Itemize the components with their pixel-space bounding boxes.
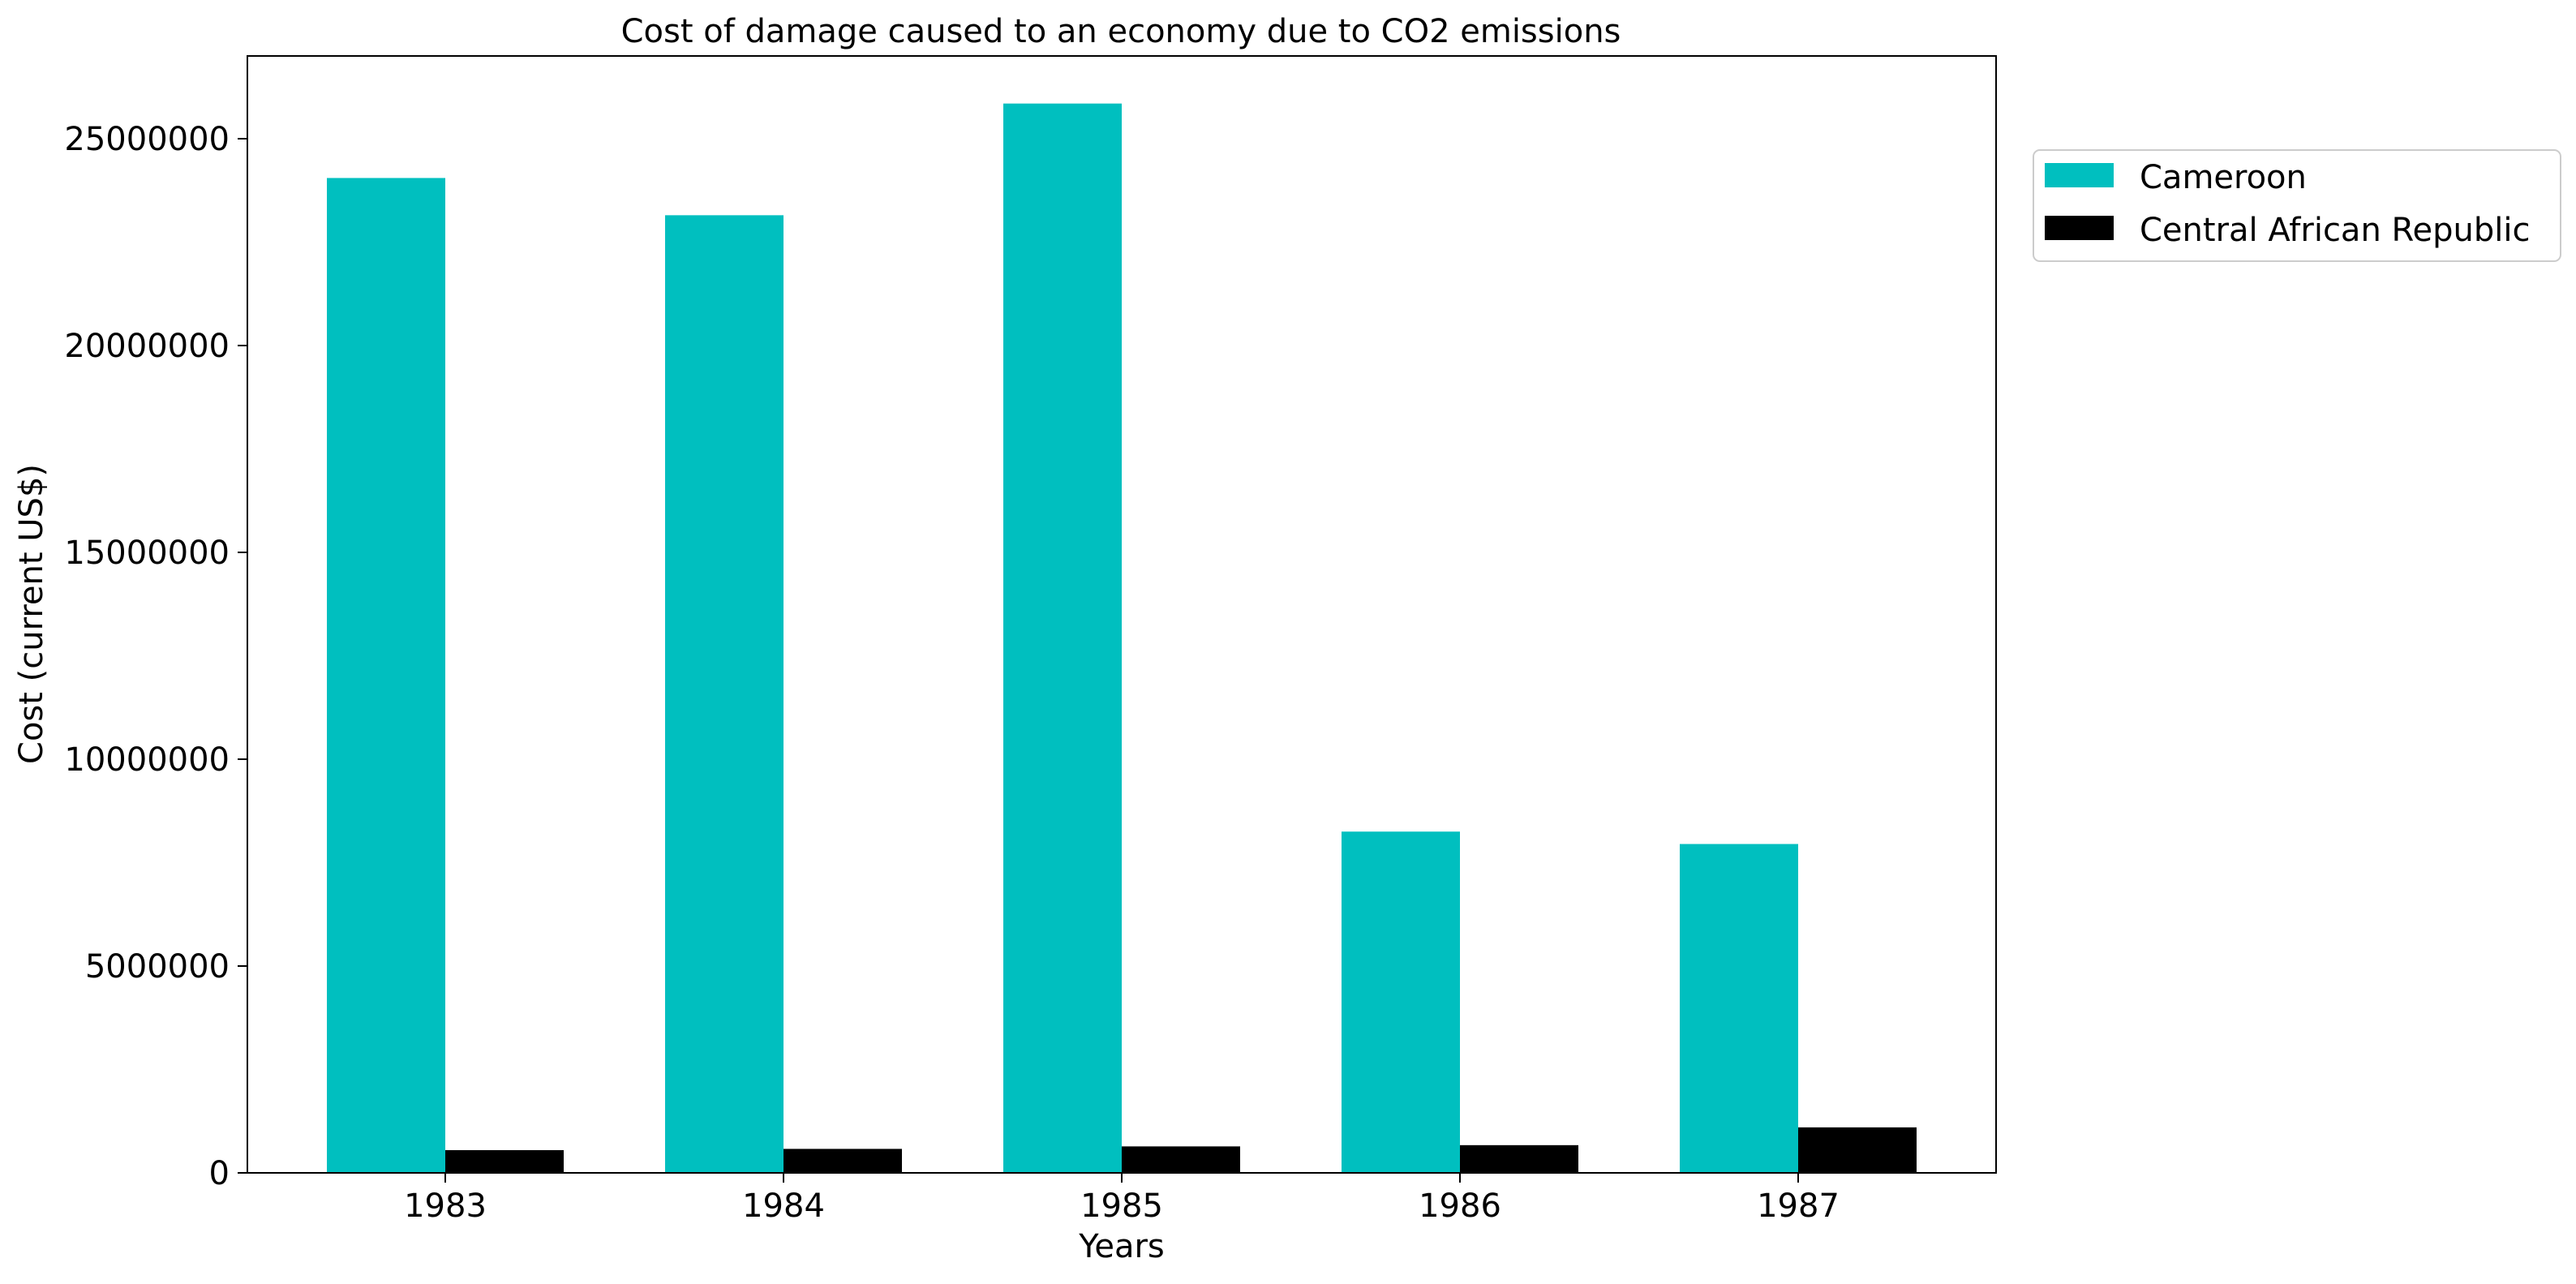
bar-central-african-republic-1985 xyxy=(1122,1146,1240,1173)
legend-swatch-central-african-republic xyxy=(2045,216,2114,240)
legend: Cameroon Central African Republic xyxy=(2033,149,2561,262)
bar-cameroon-1986 xyxy=(1342,831,1460,1173)
x-tick-label: 1986 xyxy=(1419,1187,1501,1225)
y-tick-label: 20000000 xyxy=(64,328,230,365)
bar-central-african-republic-1983 xyxy=(445,1149,564,1173)
y-tick-label: 15000000 xyxy=(64,535,230,572)
y-tick-label: 25000000 xyxy=(64,121,230,158)
bar-cameroon-1985 xyxy=(1003,103,1122,1173)
y-axis-title: Cost (current US$) xyxy=(13,464,50,764)
y-axis: 0 5000000 10000000 15000000 20000000 25000000 xyxy=(64,121,247,1192)
plot-area-frame xyxy=(247,55,1997,1174)
legend-label-central-african-republic: Central African Republic xyxy=(2140,212,2530,249)
y-tick-label: 0 xyxy=(209,1155,230,1192)
x-tick-label: 1987 xyxy=(1757,1187,1840,1225)
x-axis-title: Years xyxy=(1078,1228,1165,1265)
legend-swatch-cameroon xyxy=(2045,163,2114,187)
x-axis: 1983 1984 1985 1986 1987 xyxy=(404,1173,1840,1225)
legend-frame xyxy=(2033,149,2561,262)
bar-cameroon-1987 xyxy=(1680,844,1798,1173)
bar-central-african-republic-1984 xyxy=(784,1149,902,1173)
bar-central-african-republic-1987 xyxy=(1798,1127,1917,1173)
x-tick-label: 1985 xyxy=(1080,1187,1163,1225)
chart-title: Cost of damage caused to an economy due … xyxy=(621,13,1621,50)
y-tick-label: 5000000 xyxy=(85,948,230,986)
x-tick-label: 1984 xyxy=(742,1187,825,1225)
bar-cameroon-1983 xyxy=(327,178,445,1174)
bar-cameroon-1984 xyxy=(665,215,784,1174)
bars-layer xyxy=(327,103,1917,1174)
x-tick-label: 1983 xyxy=(404,1187,487,1225)
legend-label-cameroon: Cameroon xyxy=(2140,159,2307,196)
y-tick-label: 10000000 xyxy=(64,741,230,779)
bar-central-african-republic-1986 xyxy=(1460,1144,1578,1173)
